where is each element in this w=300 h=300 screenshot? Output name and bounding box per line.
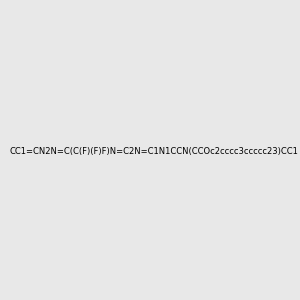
Text: CC1=CN2N=C(C(F)(F)F)N=C2N=C1N1CCN(CCOc2cccc3ccccc23)CC1: CC1=CN2N=C(C(F)(F)F)N=C2N=C1N1CCN(CCOc2c… — [9, 147, 298, 156]
